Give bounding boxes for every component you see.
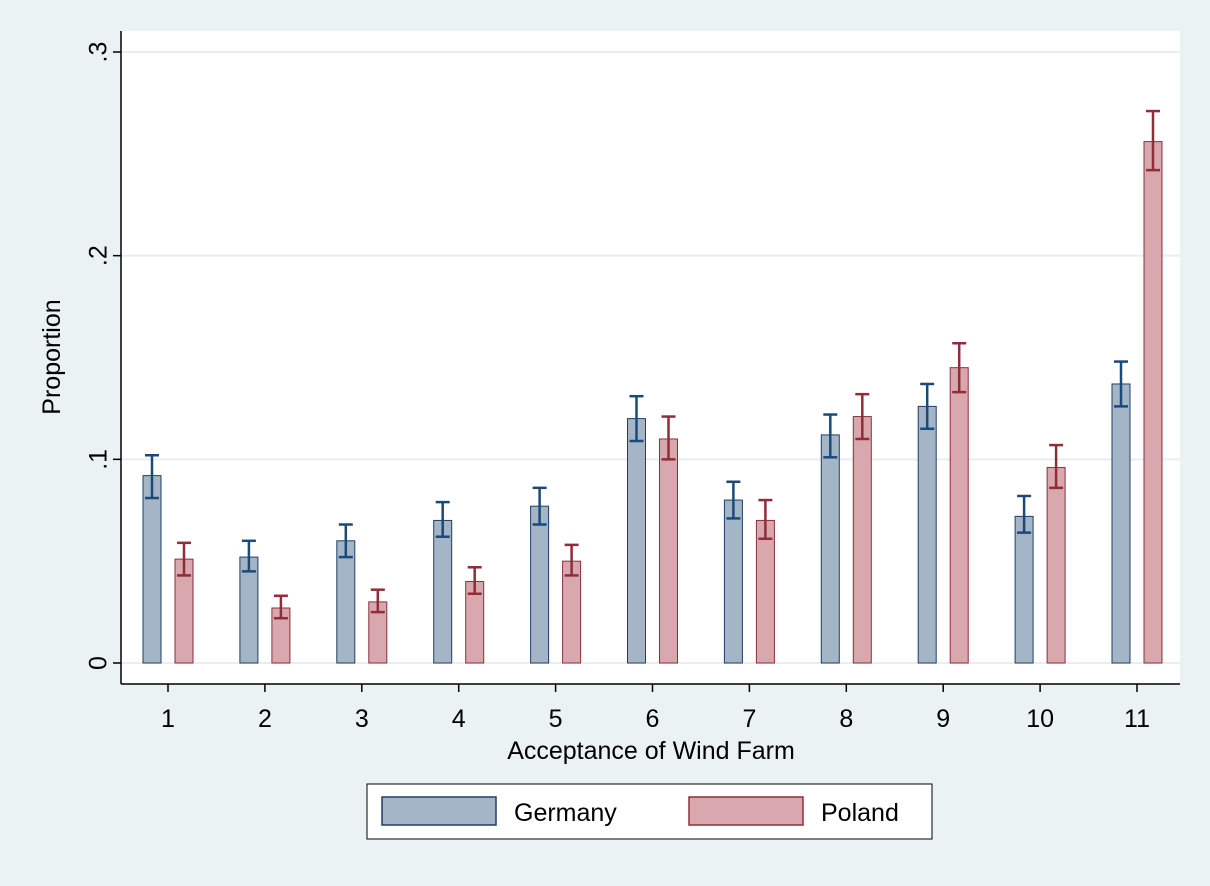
bar-germany-10 — [1014, 515, 1034, 664]
y-tick-label: 0 — [85, 656, 113, 670]
bar-poland-6 — [659, 438, 678, 664]
bar-germany-3 — [336, 540, 356, 664]
y-axis-label: Proportion — [38, 299, 66, 414]
errorbar-poland-2 — [273, 594, 288, 620]
errorbar-poland-1 — [177, 541, 191, 577]
x-tick-label: 1 — [161, 705, 175, 733]
errorbar-poland-9 — [952, 341, 967, 394]
errorbar-germany-11 — [1114, 360, 1128, 408]
y-tick-label: .3 — [85, 42, 113, 63]
x-tick-label: 2 — [258, 705, 272, 733]
bars — [142, 141, 1163, 664]
bar-poland-11 — [1143, 141, 1163, 664]
bar-germany-4 — [433, 519, 453, 664]
x-tick-label: 7 — [742, 705, 756, 733]
legend-swatch-germany — [381, 796, 497, 826]
errorbar-germany-5 — [532, 486, 547, 526]
x-tick-label: 3 — [355, 705, 369, 733]
x-tick-label: 4 — [452, 705, 466, 733]
x-tick-label: 10 — [1026, 705, 1054, 733]
errorbar-poland-10 — [1049, 443, 1064, 490]
x-tick-label: 8 — [839, 705, 853, 733]
errorbar-germany-3 — [338, 523, 353, 559]
plot-area — [121, 31, 1180, 684]
errorbar-germany-1 — [145, 454, 159, 500]
bar-germany-9 — [917, 405, 937, 664]
errorbar-germany-6 — [629, 394, 644, 443]
errorbar-poland-3 — [370, 588, 385, 614]
legend: Germany Poland — [366, 783, 933, 840]
bar-germany-5 — [530, 505, 550, 664]
bar-poland-8 — [852, 416, 872, 664]
bar-germany-2 — [239, 556, 259, 664]
axes — [120, 31, 1180, 685]
bar-germany-1 — [142, 475, 162, 664]
legend-label-poland: Poland — [821, 799, 899, 827]
x-tick-label: 5 — [549, 705, 563, 733]
errorbar-germany-9 — [920, 382, 935, 431]
errorbar-germany-2 — [241, 539, 256, 573]
legend-label-germany: Germany — [514, 799, 617, 827]
errorbar-poland-8 — [855, 392, 870, 441]
errorbar-poland-4 — [467, 566, 482, 596]
bar-germany-11 — [1111, 383, 1131, 664]
errorbar-germany-10 — [1017, 494, 1032, 534]
y-tick-label: .2 — [85, 245, 113, 266]
errorbar-poland-6 — [661, 415, 676, 461]
bar-germany-6 — [627, 418, 646, 664]
errorbar-poland-7 — [758, 498, 773, 541]
error-bars — [145, 109, 1160, 620]
tick-labels: 0 .1 .2 .3 1 2 3 4 5 6 7 8 9 10 11 — [85, 42, 1150, 733]
errorbar-poland-5 — [564, 543, 579, 577]
x-tick-label: 9 — [936, 705, 950, 733]
bar-poland-7 — [755, 519, 775, 664]
bar-germany-7 — [723, 499, 743, 664]
errorbar-poland-11 — [1146, 109, 1160, 172]
legend-box — [366, 783, 933, 840]
y-tick-label: .1 — [85, 449, 113, 470]
bar-poland-9 — [949, 367, 969, 664]
legend-swatch-poland — [688, 796, 804, 826]
x-tick-label: 6 — [646, 705, 660, 733]
x-tick-label: 11 — [1124, 705, 1150, 733]
bar-germany-8 — [820, 434, 840, 664]
gridlines — [121, 51, 1180, 664]
bar-poland-10 — [1046, 466, 1066, 664]
errorbar-germany-4 — [435, 500, 450, 538]
errorbar-germany-7 — [726, 480, 741, 520]
x-axis-label: Acceptance of Wind Farm — [507, 737, 795, 765]
errorbar-germany-8 — [823, 413, 838, 459]
